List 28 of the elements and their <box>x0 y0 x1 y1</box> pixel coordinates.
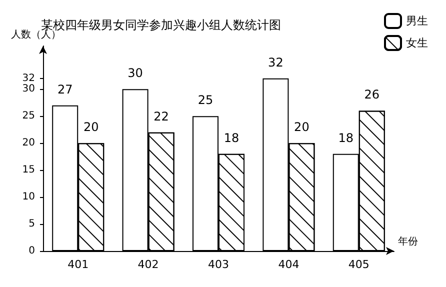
data-label: 25 <box>198 93 214 108</box>
data-label: 20 <box>83 120 99 134</box>
data-label: 18 <box>224 130 240 145</box>
x-tick-label: 401 <box>68 258 89 271</box>
y-axis-title: 人数（人） <box>11 30 61 40</box>
y-tick-label: 0 <box>28 246 35 256</box>
data-label: 22 <box>154 109 169 124</box>
data-label: 26 <box>364 88 380 102</box>
legend-label: 男生 <box>406 14 428 28</box>
data-label: 30 <box>128 66 143 80</box>
data-label: 32 <box>268 55 284 70</box>
y-tick-label: 25 <box>22 110 35 122</box>
data-label: 20 <box>294 120 310 134</box>
y-tick-label: 20 <box>22 138 35 149</box>
y-tick-label: 5 <box>28 218 35 230</box>
data-label: 18 <box>338 130 354 145</box>
y-tick-label: 32 <box>22 72 35 84</box>
legend-label: 女生 <box>406 36 428 50</box>
data-label: 27 <box>57 82 73 96</box>
x-tick-label: 403 <box>208 258 229 271</box>
y-tick-label: 10 <box>22 192 35 203</box>
x-tick-label: 402 <box>138 258 159 271</box>
x-tick-label: 405 <box>348 258 370 271</box>
chart-title: 某校四年级男女同学参加兴趣小组人数统计图 <box>41 18 281 32</box>
x-axis-title: 年份 <box>398 236 418 248</box>
y-tick-label: 15 <box>22 164 35 176</box>
y-tick-label: 30 <box>22 84 35 95</box>
x-tick-label: 404 <box>278 258 300 271</box>
